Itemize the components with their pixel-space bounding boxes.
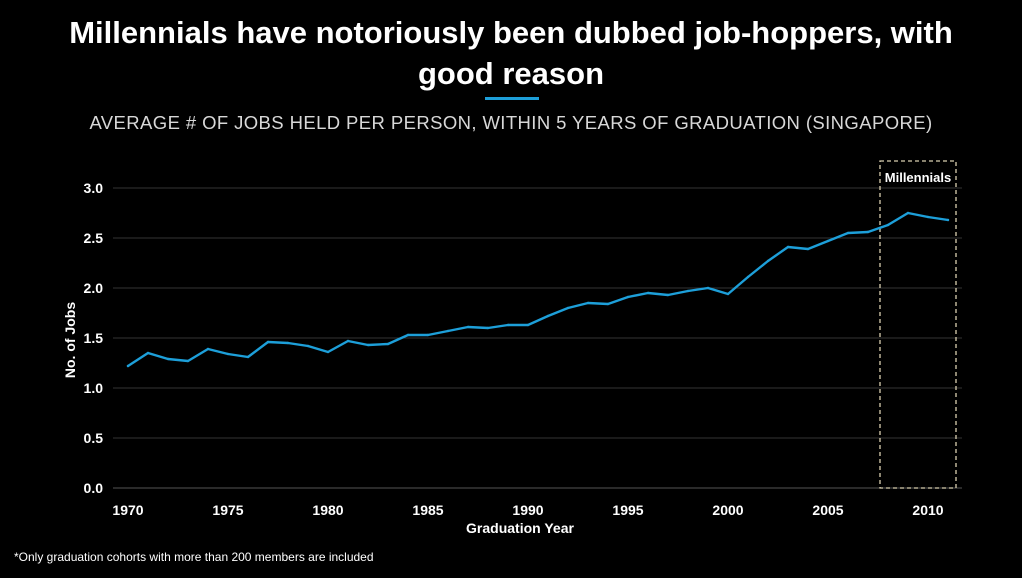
data-point [266,340,270,344]
data-point [286,341,290,345]
data-point [706,286,710,290]
data-point [166,357,170,361]
millennials-label: Millennials [885,170,951,185]
chart-title-line1: Millennials have notoriously been dubbed… [69,15,953,50]
data-point [466,325,470,329]
data-point [786,245,790,249]
y-tick-label: 3.0 [84,180,104,196]
series-layer [126,211,950,368]
data-point [146,351,150,355]
data-point [386,342,390,346]
y-tick-label: 1.5 [84,330,104,346]
data-point [766,259,770,263]
millennials-box [879,160,957,489]
data-point [846,231,850,235]
x-tick-label: 2005 [812,502,843,518]
data-point [566,306,570,310]
x-tick-label: 1980 [312,502,343,518]
series-line [126,211,950,368]
x-tick-label: 2010 [912,502,943,518]
data-point [546,314,550,318]
data-point [826,239,830,243]
data-point [746,275,750,279]
data-point [726,292,730,296]
y-tick-label: 0.5 [84,430,104,446]
millennials-highlight: Millennials [879,160,957,489]
data-point [406,333,410,337]
data-point [426,333,430,337]
data-point [866,230,870,234]
data-point [206,347,210,351]
data-point [946,218,950,222]
chart-subtitle: AVERAGE # OF JOBS HELD PER PERSON, WITHI… [89,112,933,133]
footnote: *Only graduation cohorts with more than … [14,550,374,564]
data-point [586,301,590,305]
data-point [606,302,610,306]
data-point [506,323,510,327]
data-point [646,291,650,295]
chart-title-line2: good reason [417,56,604,91]
data-point [806,247,810,251]
x-tick-label: 1995 [612,502,643,518]
data-point [626,295,630,299]
x-axis-label: Graduation Year [466,520,574,536]
data-point [186,359,190,363]
y-tick-label: 2.5 [84,230,104,246]
data-point [446,329,450,333]
data-point [686,289,690,293]
data-point [926,215,930,219]
data-point [526,323,530,327]
chart-title: Millennials have notoriously been dubbed… [0,12,1022,94]
data-point [346,339,350,343]
data-point [226,352,230,356]
y-axis-label: No. of Jobs [62,302,78,378]
data-point [886,223,890,227]
data-point [246,355,250,359]
y-tick-label: 1.0 [84,380,104,396]
data-point [126,364,130,368]
x-tick-label: 2000 [712,502,743,518]
x-tick-label: 1970 [112,502,143,518]
x-axis: 1970 1975 1980 1985 1990 1995 2000 2005 2010 [112,502,943,518]
data-point [906,211,910,215]
data-point [306,344,310,348]
y-axis: 0.0 0.5 1.0 1.5 2.0 2.5 3.0 [84,180,104,496]
x-tick-label: 1975 [212,502,243,518]
data-point [366,343,370,347]
gridlines [113,187,962,489]
x-tick-label: 1985 [412,502,443,518]
x-tick-label: 1990 [512,502,543,518]
y-tick-label: 2.0 [84,280,104,296]
title-accent-rule [485,97,539,100]
y-tick-label: 0.0 [84,480,104,496]
data-point [666,293,670,297]
data-point [486,326,490,330]
data-point [326,350,330,354]
